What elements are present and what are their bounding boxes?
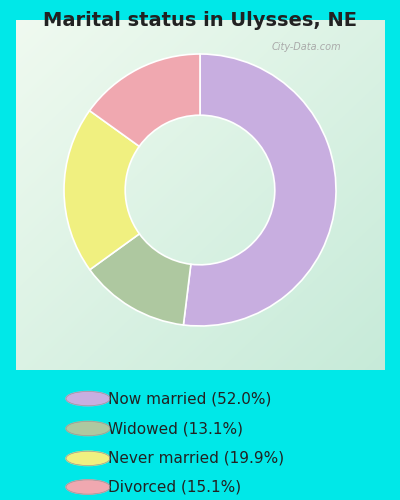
- Wedge shape: [90, 54, 200, 146]
- Circle shape: [66, 392, 110, 406]
- Circle shape: [66, 480, 110, 494]
- Text: Now married (52.0%): Now married (52.0%): [108, 391, 271, 406]
- Text: Divorced (15.1%): Divorced (15.1%): [108, 480, 241, 494]
- Text: Never married (19.9%): Never married (19.9%): [108, 451, 284, 466]
- Wedge shape: [183, 54, 336, 326]
- Text: Marital status in Ulysses, NE: Marital status in Ulysses, NE: [43, 11, 357, 30]
- Text: Widowed (13.1%): Widowed (13.1%): [108, 421, 243, 436]
- Wedge shape: [64, 110, 139, 270]
- Wedge shape: [90, 234, 191, 325]
- Circle shape: [66, 422, 110, 436]
- Circle shape: [66, 451, 110, 466]
- Text: City-Data.com: City-Data.com: [272, 42, 342, 52]
